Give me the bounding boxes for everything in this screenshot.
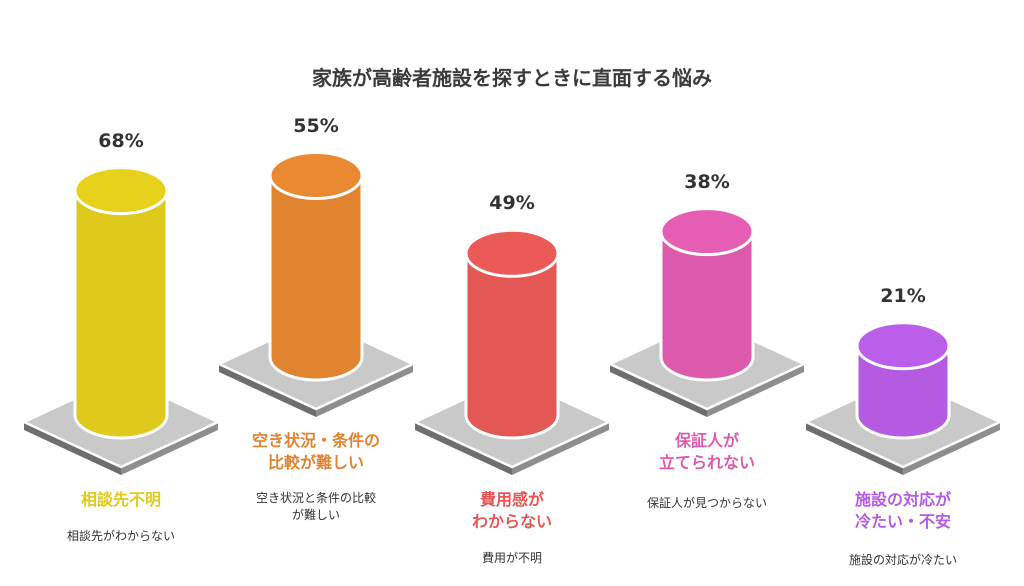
bar-cylinder-body [73, 189, 169, 440]
bar-category-label: 空き状況・条件の 比較が難しい [251, 431, 380, 472]
bar-cylinder-top [659, 207, 755, 257]
platform-side-right [121, 422, 218, 475]
bar-description: 相談先がわからない [66, 529, 175, 543]
bar-value-label: 55% [293, 114, 339, 137]
platform-side-left [24, 422, 121, 475]
bar-value-label: 68% [98, 129, 144, 152]
platform-side-left [806, 422, 903, 475]
bar-value-label: 49% [489, 192, 535, 215]
bar-cylinder-body [464, 251, 560, 440]
bar-description: 費用が不明 [481, 551, 542, 565]
bar-category-label: 保証人が 立てられない [658, 431, 755, 472]
bar-cylinder-body [659, 230, 755, 382]
platform-side-left [415, 422, 512, 475]
platform-side-right [512, 422, 609, 475]
bar-value-label: 21% [880, 284, 926, 307]
bar-cylinder-top [855, 321, 951, 371]
platform-side-left [610, 364, 707, 417]
platform-side-left [219, 364, 316, 417]
bar-cylinder-body [268, 174, 364, 382]
chart-title: 家族が高齢者施設を探すときに直面する悩み [312, 66, 712, 90]
bar-cylinder-top [464, 228, 560, 278]
bar-description: 保証人が見つからない [646, 496, 767, 510]
platform-side-right [707, 364, 804, 417]
bar-cylinder-top [268, 151, 364, 200]
platform-side-right [316, 364, 413, 417]
platform-side-right [903, 422, 1000, 475]
bar-category-label: 費用感が わからない [471, 490, 552, 531]
bar-description: 空き状況と条件の比較 が難しい [255, 491, 376, 522]
bar-cylinder-body [855, 344, 951, 440]
bar-cylinder-top [73, 166, 169, 216]
bar-description: 施設の対応が冷たい [848, 553, 957, 567]
bar-value-label: 38% [684, 170, 730, 193]
bar-category-label: 施設の対応が 冷たい・不安 [854, 490, 951, 531]
bar-category-label: 相談先不明 [80, 490, 161, 509]
